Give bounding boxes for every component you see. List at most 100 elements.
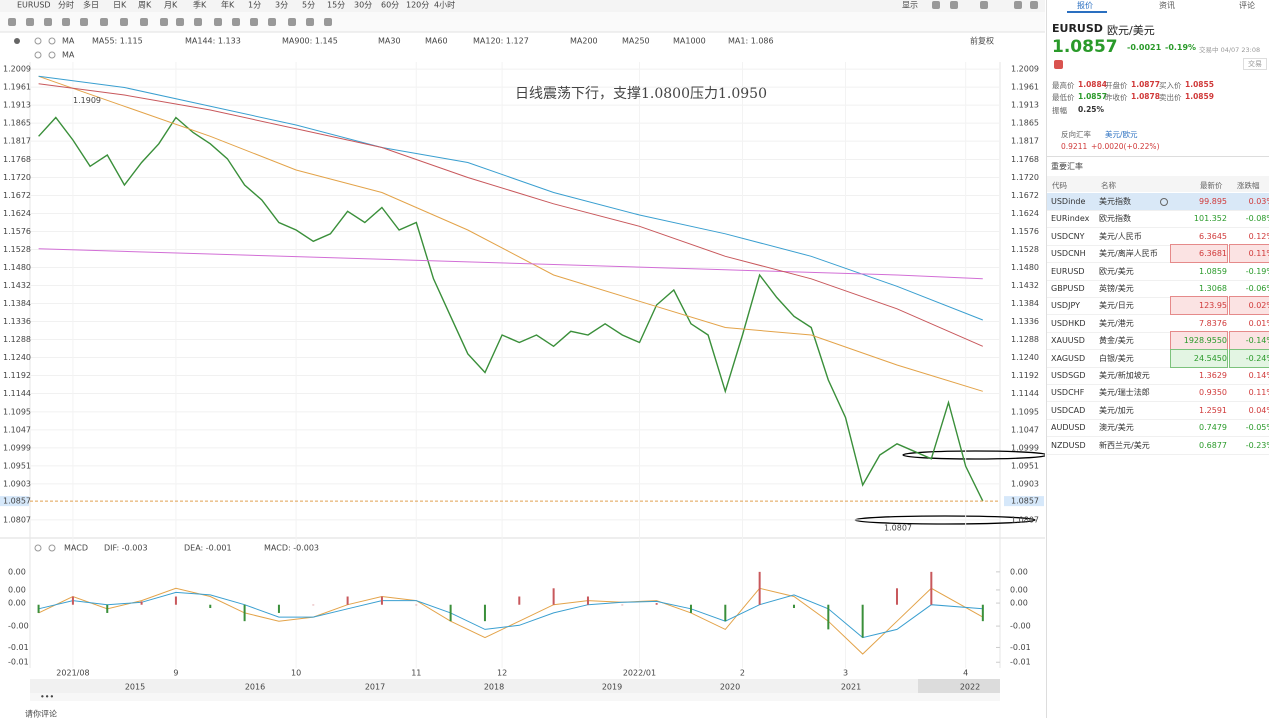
period-tab[interactable]: 多日 bbox=[83, 0, 99, 10]
quote-price: 1.3068 bbox=[1199, 284, 1227, 293]
period-tab[interactable]: 60分 bbox=[381, 1, 399, 10]
tool-icon[interactable] bbox=[26, 18, 34, 26]
quote-row[interactable]: GBPUSD 英镑/美元 1.3068 -0.06% bbox=[1047, 280, 1269, 298]
chart-menu[interactable] bbox=[14, 38, 20, 44]
quote-row[interactable]: USDCAD 美元/加元 1.2591 0.04% bbox=[1047, 402, 1269, 420]
panel-tab[interactable]: 评论 bbox=[1239, 1, 1255, 10]
ma-legend[interactable]: MA60 bbox=[425, 37, 448, 46]
quote-row[interactable]: EURindex 欧元指数 101.352 -0.08% bbox=[1047, 210, 1269, 229]
tool-icon[interactable] bbox=[160, 18, 168, 26]
quote-row[interactable]: XAGUSD 白银/美元 24.5450-0.24% bbox=[1047, 348, 1269, 368]
tool-icon[interactable] bbox=[288, 18, 296, 26]
tool-icon[interactable] bbox=[324, 18, 332, 26]
scrollbar[interactable] bbox=[30, 693, 1000, 701]
quote-row[interactable]: USDinde 美元指数 99.895 0.03% bbox=[1047, 193, 1269, 211]
setting-icon[interactable] bbox=[34, 544, 42, 552]
navigator-window[interactable] bbox=[918, 679, 1000, 693]
y-tick-label: 0.00 bbox=[1010, 599, 1028, 608]
tool-icon[interactable] bbox=[268, 18, 276, 26]
setting-icon[interactable] bbox=[48, 51, 56, 59]
tool-icon[interactable] bbox=[194, 18, 202, 26]
setting-icon[interactable] bbox=[48, 37, 56, 45]
tool-icon[interactable] bbox=[120, 18, 128, 26]
period-tab[interactable]: 季K bbox=[193, 0, 207, 10]
y-tick-label: 1.1576 bbox=[1011, 227, 1039, 236]
indicator-label: MA bbox=[62, 37, 75, 46]
tool-icon[interactable] bbox=[232, 18, 240, 26]
quote-row[interactable]: USDHKD 美元/港元 7.8376 0.01% bbox=[1047, 315, 1269, 333]
ma-legend[interactable]: MA900: 1.145 bbox=[282, 37, 338, 46]
quote-name: 欧元/美元 bbox=[1099, 266, 1134, 276]
quote-row[interactable]: USDSGD 美元/新加坡元 1.3629 0.14% bbox=[1047, 367, 1269, 385]
tool-icon[interactable] bbox=[950, 1, 958, 9]
period-tab[interactable]: 周K bbox=[138, 1, 152, 10]
stat-label: 最高价 bbox=[1052, 81, 1075, 90]
quote-row[interactable]: USDCNY 美元/人民币 6.3645 0.12% bbox=[1047, 228, 1269, 246]
ma-line bbox=[38, 75, 983, 321]
quote-row[interactable]: AUDUSD 澳元/美元 0.7479 -0.05% bbox=[1047, 419, 1269, 438]
adjust-button[interactable]: 前复权 bbox=[970, 36, 994, 46]
quote-change: 0.02% bbox=[1229, 296, 1269, 316]
ma-legend[interactable]: MA200 bbox=[570, 37, 598, 46]
setting-icon[interactable] bbox=[48, 544, 56, 552]
period-tab[interactable]: 日K bbox=[113, 1, 127, 10]
quote-code: USDCNH bbox=[1051, 249, 1086, 259]
tool-icon[interactable] bbox=[80, 18, 88, 26]
tool-icon[interactable] bbox=[8, 18, 16, 26]
period-tab[interactable]: 1分 bbox=[248, 1, 261, 10]
tool-icon[interactable] bbox=[140, 18, 148, 26]
quote-code: NZDUSD bbox=[1051, 440, 1086, 450]
period-tab[interactable]: 月K bbox=[164, 1, 178, 10]
quote-row[interactable]: USDJPY 美元/日元 123.950.02% bbox=[1047, 296, 1269, 316]
tool-icon[interactable] bbox=[44, 18, 52, 26]
quote-change: 0.01% bbox=[1248, 318, 1269, 328]
tool-icon[interactable] bbox=[306, 18, 314, 26]
panel-tab[interactable]: 报价 bbox=[1077, 1, 1093, 10]
tool-icon[interactable] bbox=[932, 1, 940, 9]
symbol-tab[interactable]: EURUSD bbox=[17, 1, 51, 10]
scroll-grip[interactable]: ••• bbox=[40, 693, 54, 702]
period-tab[interactable]: 30分 bbox=[354, 1, 372, 10]
ma-legend[interactable]: MA1000 bbox=[673, 37, 706, 46]
row-icon[interactable] bbox=[1160, 198, 1168, 206]
quote-row[interactable]: XAUUSD 黄金/美元 1928.9550-0.14% bbox=[1047, 331, 1269, 351]
stat-value: 1.0878 bbox=[1131, 92, 1160, 101]
watch-icon[interactable] bbox=[1054, 60, 1063, 69]
navigator[interactable] bbox=[30, 679, 1000, 693]
quote-row[interactable]: USDCHF 美元/瑞士法郎 0.9350 0.11% bbox=[1047, 384, 1269, 403]
ma-legend[interactable]: MA144: 1.133 bbox=[185, 37, 241, 46]
period-tab[interactable]: 年K bbox=[221, 0, 235, 10]
ma-legend[interactable]: MA120: 1.127 bbox=[473, 37, 529, 46]
quote-code: USDCNY bbox=[1051, 231, 1085, 241]
y-tick-label: 0.00 bbox=[1010, 567, 1028, 576]
trade-button[interactable]: 交易 bbox=[1243, 58, 1267, 70]
ma-legend[interactable]: MA250 bbox=[622, 37, 650, 46]
setting-icon[interactable] bbox=[34, 37, 42, 45]
quote-price: 0.6877 bbox=[1199, 440, 1227, 450]
period-tab[interactable]: 5分 bbox=[302, 1, 315, 10]
tool-icon[interactable] bbox=[176, 18, 184, 26]
quote-row[interactable]: EURUSD 欧元/美元 1.0859 -0.19% bbox=[1047, 263, 1269, 281]
tool-icon[interactable] bbox=[250, 18, 258, 26]
tool-icon[interactable] bbox=[980, 1, 988, 9]
tool-icon[interactable] bbox=[62, 18, 70, 26]
macd-bar bbox=[758, 571, 761, 605]
period-tab[interactable]: 120分 bbox=[406, 1, 429, 10]
panel-tab[interactable]: 资讯 bbox=[1159, 1, 1175, 10]
tool-icon[interactable] bbox=[1014, 1, 1022, 9]
ma-legend[interactable]: MA1: 1.086 bbox=[728, 37, 774, 46]
period-tab[interactable]: 分时 bbox=[58, 0, 74, 10]
setting-icon[interactable] bbox=[34, 51, 42, 59]
period-tab[interactable]: 3分 bbox=[275, 1, 288, 10]
ma-legend[interactable]: MA55: 1.115 bbox=[92, 37, 143, 46]
tool-icon[interactable] bbox=[100, 18, 108, 26]
tool-icon[interactable] bbox=[214, 18, 222, 26]
panel-symbol: EURUSD bbox=[1052, 22, 1103, 35]
period-tab[interactable]: 15分 bbox=[327, 1, 345, 10]
tool-icon[interactable] bbox=[1030, 1, 1038, 9]
ma-legend[interactable]: MA30 bbox=[378, 37, 401, 46]
y-tick-label: 1.1720 bbox=[3, 173, 31, 182]
quote-row[interactable]: NZDUSD 新西兰元/美元 0.6877 -0.23% bbox=[1047, 437, 1269, 455]
period-tab[interactable]: 4小时 bbox=[434, 0, 455, 10]
